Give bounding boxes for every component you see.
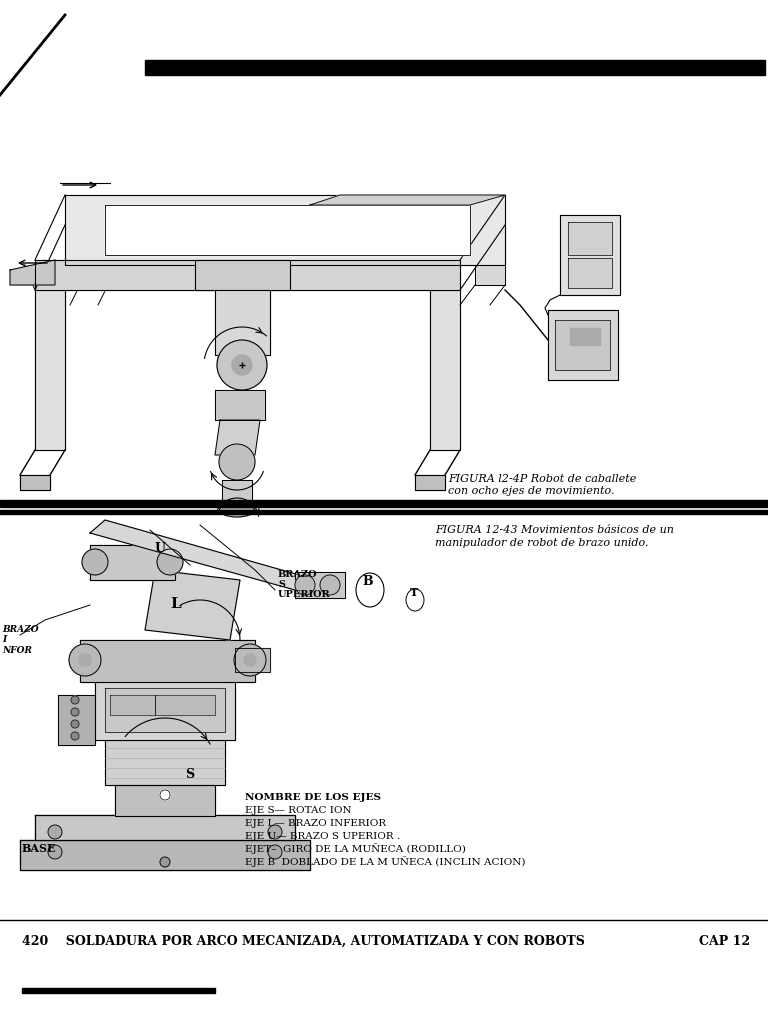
Circle shape: [160, 857, 170, 867]
Polygon shape: [35, 290, 65, 450]
Polygon shape: [555, 319, 610, 370]
Text: L: L: [170, 597, 180, 611]
Polygon shape: [568, 258, 612, 288]
Polygon shape: [90, 520, 310, 590]
Polygon shape: [10, 260, 55, 285]
Polygon shape: [20, 475, 50, 490]
Polygon shape: [35, 260, 460, 290]
Polygon shape: [430, 290, 460, 450]
Circle shape: [320, 575, 340, 595]
Text: S: S: [185, 768, 194, 781]
Text: EJE L— BRAZO INFERIOR: EJE L— BRAZO INFERIOR: [245, 819, 386, 828]
Circle shape: [69, 644, 101, 676]
Text: EJE S— ROTAC ION: EJE S— ROTAC ION: [245, 806, 352, 815]
Polygon shape: [20, 840, 310, 870]
Circle shape: [82, 549, 108, 575]
Text: BRAZO
I
NFOR: BRAZO I NFOR: [2, 625, 38, 654]
Polygon shape: [560, 215, 620, 295]
Text: U: U: [155, 542, 166, 555]
Polygon shape: [105, 740, 225, 785]
Polygon shape: [475, 225, 505, 285]
Polygon shape: [95, 680, 235, 740]
Circle shape: [71, 720, 79, 728]
Circle shape: [295, 575, 315, 595]
Polygon shape: [115, 785, 215, 816]
Polygon shape: [80, 225, 108, 285]
Polygon shape: [310, 195, 505, 205]
Polygon shape: [215, 390, 265, 420]
Circle shape: [71, 696, 79, 705]
Circle shape: [71, 732, 79, 740]
Text: NOMBRE DE LOS EJES: NOMBRE DE LOS EJES: [245, 793, 381, 802]
Circle shape: [219, 444, 255, 480]
Polygon shape: [568, 222, 612, 255]
Text: EJET–  GIRO DE LA MUÑECA (RODILLO): EJET– GIRO DE LA MUÑECA (RODILLO): [245, 843, 466, 854]
Polygon shape: [195, 260, 290, 290]
Text: 420    SOLDADURA POR ARCO MECANIZADA, AUTOMATIZADA Y CON ROBOTS: 420 SOLDADURA POR ARCO MECANIZADA, AUTOM…: [22, 935, 585, 948]
Circle shape: [160, 790, 170, 800]
Polygon shape: [145, 570, 240, 640]
Polygon shape: [105, 205, 470, 255]
Text: EJE B  DOBLADO DE LA M UÑECA (INCLIN ACION): EJE B DOBLADO DE LA M UÑECA (INCLIN ACIO…: [245, 856, 525, 867]
Polygon shape: [222, 480, 252, 505]
Text: UPERIOR: UPERIOR: [278, 590, 331, 599]
Circle shape: [234, 644, 266, 676]
Text: FIGURA 12-43 Movimientos básicos de un: FIGURA 12-43 Movimientos básicos de un: [435, 525, 674, 535]
Polygon shape: [58, 695, 95, 745]
Ellipse shape: [406, 589, 424, 611]
Polygon shape: [0, 500, 768, 507]
Polygon shape: [90, 545, 175, 580]
Text: BRAZO: BRAZO: [278, 570, 317, 579]
Text: B: B: [362, 575, 372, 588]
Circle shape: [268, 845, 282, 859]
Polygon shape: [415, 475, 445, 490]
Polygon shape: [65, 195, 505, 265]
Polygon shape: [110, 695, 155, 715]
Ellipse shape: [356, 573, 384, 607]
Circle shape: [48, 825, 62, 839]
Text: con ocho ejes de movimiento.: con ocho ejes de movimiento.: [448, 486, 614, 496]
Ellipse shape: [220, 503, 254, 517]
Polygon shape: [235, 648, 270, 672]
Circle shape: [268, 825, 282, 839]
Polygon shape: [155, 695, 215, 715]
Polygon shape: [548, 310, 618, 380]
Text: manipulador de robot de brazo unido.: manipulador de robot de brazo unido.: [435, 538, 648, 548]
Polygon shape: [22, 988, 215, 993]
Polygon shape: [35, 815, 295, 840]
Circle shape: [79, 654, 91, 666]
Polygon shape: [80, 640, 255, 682]
Circle shape: [244, 654, 256, 666]
Text: FIGURA l2-4P Robot de caballete: FIGURA l2-4P Robot de caballete: [448, 474, 637, 484]
Text: S: S: [278, 580, 285, 589]
Circle shape: [48, 845, 62, 859]
Text: EJE U— BRAZO S UPERIOR .: EJE U— BRAZO S UPERIOR .: [245, 831, 400, 841]
Text: BASE: BASE: [22, 843, 57, 854]
Text: T: T: [410, 587, 419, 598]
Circle shape: [71, 708, 79, 716]
Polygon shape: [105, 688, 225, 732]
Polygon shape: [215, 290, 270, 355]
Circle shape: [157, 549, 183, 575]
Text: CAP 12: CAP 12: [699, 935, 750, 948]
Polygon shape: [0, 510, 768, 514]
Circle shape: [217, 340, 267, 390]
Circle shape: [232, 355, 252, 375]
Polygon shape: [145, 60, 765, 75]
Polygon shape: [215, 420, 260, 455]
Polygon shape: [570, 328, 600, 345]
Polygon shape: [295, 572, 345, 598]
